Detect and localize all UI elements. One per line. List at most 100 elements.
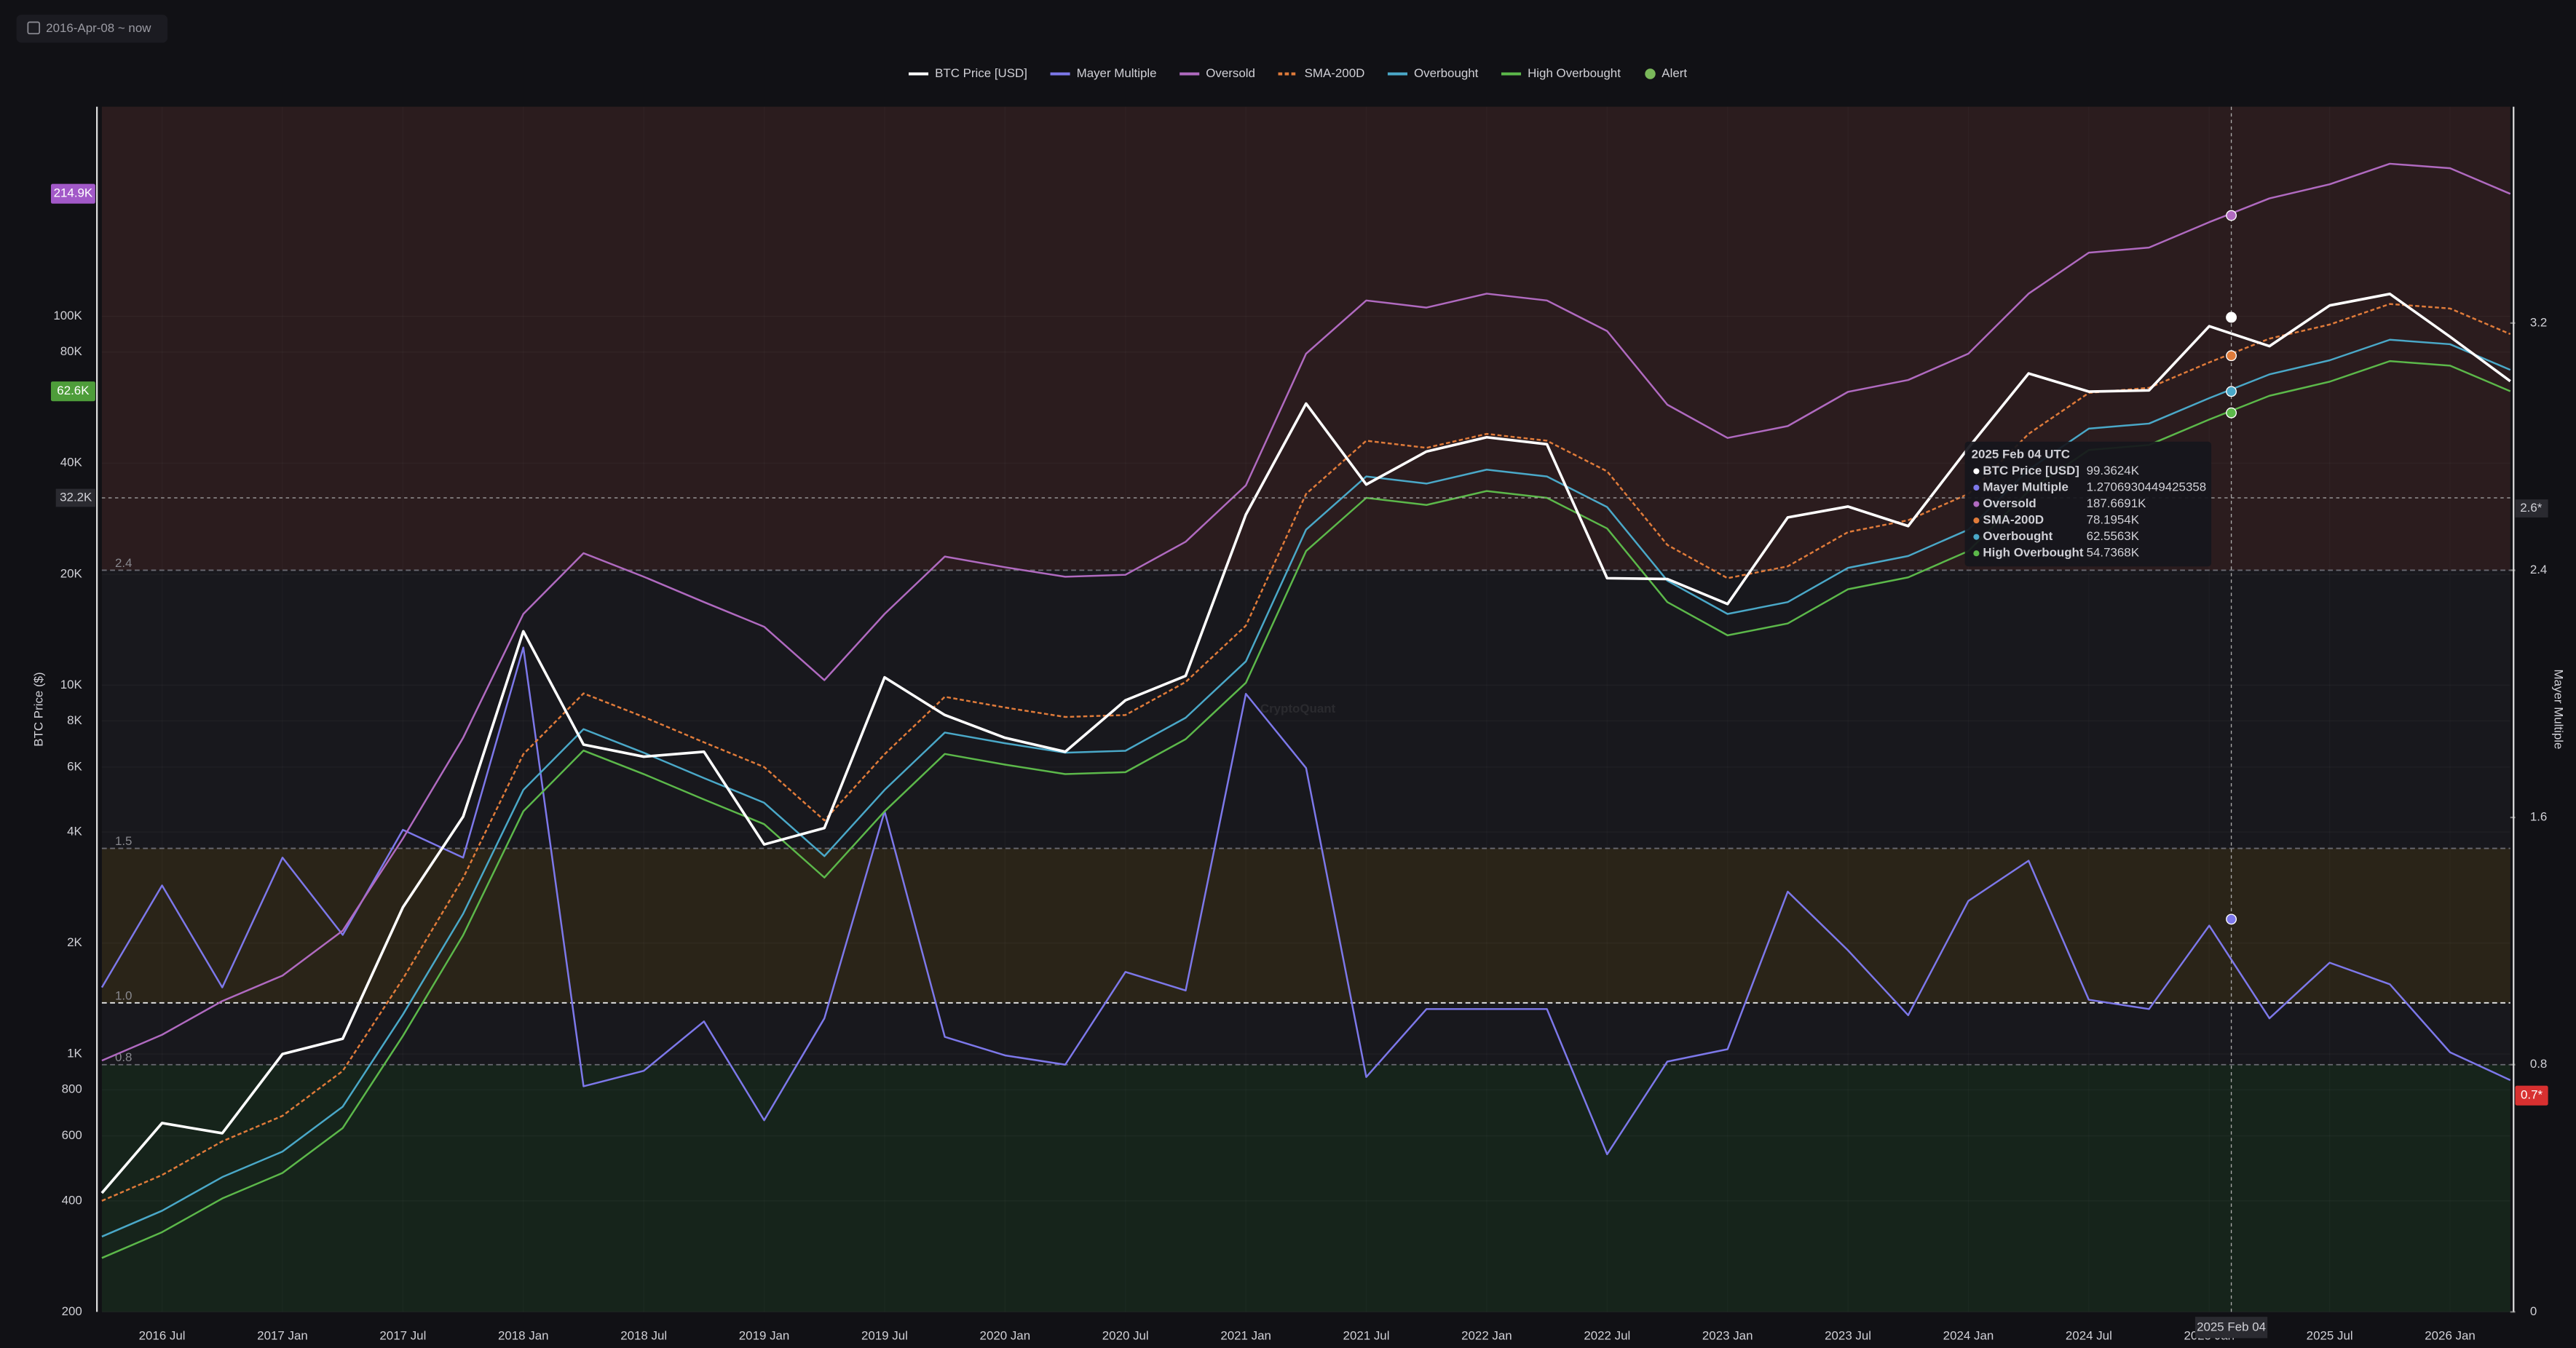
level-label: 1.0 bbox=[115, 988, 133, 1002]
y-tick-label: 8K bbox=[67, 713, 82, 727]
x-tick-label: 2020 Jul bbox=[1102, 1329, 1149, 1343]
y-tick-label: 100K bbox=[53, 309, 82, 322]
zone-band bbox=[101, 1064, 2510, 1312]
legend-label: Oversold bbox=[1206, 66, 1255, 80]
level-label: 0.8 bbox=[115, 1050, 133, 1064]
x-tick-label: 2022 Jan bbox=[1461, 1329, 1512, 1343]
legend-label: Alert bbox=[1662, 66, 1687, 80]
y-tick-label: 6K bbox=[67, 759, 82, 773]
legend-label: Overbought bbox=[1414, 66, 1479, 80]
y-axis-title: BTC Price ($) bbox=[32, 672, 46, 746]
y2-axis-title: Mayer Multiple bbox=[2552, 670, 2566, 750]
y2-tick-label: 1.6 bbox=[2530, 810, 2548, 824]
tooltip-bullet bbox=[1973, 484, 1980, 491]
x-tick-label: 2020 Jan bbox=[980, 1329, 1031, 1343]
last-value-label: 214.9K bbox=[54, 186, 93, 200]
y-tick-label: 2K bbox=[67, 935, 82, 949]
x-tick-label: 2023 Jan bbox=[1702, 1329, 1753, 1343]
x-tick-label: 2023 Jul bbox=[1825, 1329, 1871, 1343]
legend-item[interactable]: Overbought bbox=[1387, 66, 1479, 80]
tooltip-label: High Overbought bbox=[1983, 546, 2083, 560]
level-label: 2.4 bbox=[115, 556, 133, 570]
x-tick-label: 2025 Jul bbox=[2307, 1329, 2353, 1343]
series-line bbox=[100, 293, 2511, 1194]
hover-marker bbox=[2226, 312, 2237, 323]
watermark: CryptoQuant bbox=[1260, 702, 1336, 715]
x-tick-label: 2024 Jul bbox=[2066, 1329, 2112, 1343]
legend-label: BTC Price [USD] bbox=[935, 66, 1027, 80]
last-value-label: 62.6K bbox=[57, 384, 90, 397]
y-tick-label: 600 bbox=[62, 1128, 82, 1142]
tooltip-value: 54.7368K bbox=[2087, 546, 2140, 560]
y2-tick-label: 3.2 bbox=[2530, 315, 2548, 329]
crosshair-y-box bbox=[55, 488, 95, 507]
x-tick-label: 2019 Jul bbox=[861, 1329, 908, 1343]
x-tick-label: 2016 Jul bbox=[139, 1329, 186, 1343]
date-range-button[interactable]: 2016-Apr-08 ~ now bbox=[16, 15, 168, 43]
x-tick-label: 2019 Jan bbox=[739, 1329, 790, 1343]
level-label: 1.5 bbox=[115, 834, 133, 848]
series-line bbox=[101, 162, 2511, 1062]
x-tick-label: 2024 Jan bbox=[1943, 1329, 1994, 1343]
y-tick-label: 10K bbox=[60, 678, 83, 691]
crosshair-x-label: 2025 Feb 04 bbox=[2197, 1320, 2266, 1333]
hover-marker bbox=[2226, 210, 2237, 221]
legend-item[interactable]: Alert bbox=[1645, 66, 1687, 80]
legend-swatch bbox=[1645, 68, 1656, 79]
legend-item[interactable]: Oversold bbox=[1180, 66, 1255, 80]
x-tick-label: 2018 Jul bbox=[620, 1329, 667, 1343]
tooltip-value: 99.3624K bbox=[2087, 464, 2140, 477]
legend-item[interactable]: SMA-200D bbox=[1278, 66, 1365, 80]
zone-band bbox=[101, 848, 2510, 1003]
x-tick-label: 2017 Jan bbox=[257, 1329, 308, 1343]
y-tick-label: 200 bbox=[62, 1304, 82, 1318]
series-line bbox=[100, 646, 2511, 1156]
hover-marker bbox=[2226, 386, 2237, 397]
tooltip-value: 78.1954K bbox=[2087, 513, 2140, 527]
tooltip-value: 187.6691K bbox=[2087, 496, 2147, 510]
legend-label: Mayer Multiple bbox=[1077, 66, 1157, 80]
tooltip-title: 2025 Feb 04 UTC bbox=[1972, 447, 2070, 461]
tooltip-bullet bbox=[1973, 501, 1980, 507]
y-tick-label: 1K bbox=[67, 1047, 82, 1060]
tooltip-bullet bbox=[1973, 468, 1980, 475]
legend-label: SMA-200D bbox=[1305, 66, 1365, 80]
y2-tick-label: 0.8 bbox=[2530, 1057, 2548, 1071]
tooltip-bullet bbox=[1973, 534, 1980, 540]
tooltip-label: Overbought bbox=[1983, 529, 2052, 543]
x-tick-label: 2021 Jul bbox=[1343, 1329, 1390, 1343]
tooltip-label: Oversold bbox=[1983, 496, 2036, 510]
legend-label: High Overbought bbox=[1528, 66, 1621, 80]
y-tick-label: 800 bbox=[62, 1082, 82, 1096]
last-value-box bbox=[50, 381, 95, 402]
y-tick-label: 20K bbox=[60, 566, 83, 580]
legend-item[interactable]: BTC Price [USD] bbox=[908, 66, 1027, 80]
x-tick-label: 2017 Jul bbox=[379, 1329, 426, 1343]
y2-tick-label: 0 bbox=[2530, 1304, 2537, 1318]
crosshair-x-box bbox=[2194, 1317, 2268, 1339]
x-tick-label: 2026 Jan bbox=[2425, 1329, 2476, 1343]
crosshair-y-label: 32.2K bbox=[60, 490, 92, 504]
y-tick-label: 400 bbox=[62, 1193, 82, 1207]
tooltip-label: SMA-200D bbox=[1983, 513, 2044, 527]
y-tick-label: 80K bbox=[60, 344, 83, 358]
crosshair-y2-box bbox=[2515, 499, 2548, 518]
y-tick-label: 40K bbox=[60, 456, 83, 469]
hover-marker bbox=[2226, 913, 2237, 925]
y2-tick-label: 2.4 bbox=[2530, 563, 2548, 576]
date-range-box[interactable] bbox=[16, 15, 168, 43]
series-line bbox=[101, 338, 2511, 1238]
legend-item[interactable]: High Overbought bbox=[1501, 66, 1621, 80]
x-tick-label: 2018 Jan bbox=[498, 1329, 549, 1343]
x-tick-label: 2021 Jan bbox=[1220, 1329, 1271, 1343]
date-range[interactable]: 2016-Apr-08 ~ now bbox=[46, 21, 151, 35]
tooltip-bullet bbox=[1973, 518, 1980, 524]
tooltip-label: Mayer Multiple bbox=[1983, 480, 2068, 493]
tooltip-bullet bbox=[1973, 550, 1980, 557]
last-value-label: 0.7* bbox=[2521, 1088, 2543, 1102]
calendar-icon bbox=[27, 21, 41, 35]
tooltip-label: BTC Price [USD] bbox=[1983, 464, 2079, 477]
legend-item[interactable]: Mayer Multiple bbox=[1050, 66, 1157, 80]
